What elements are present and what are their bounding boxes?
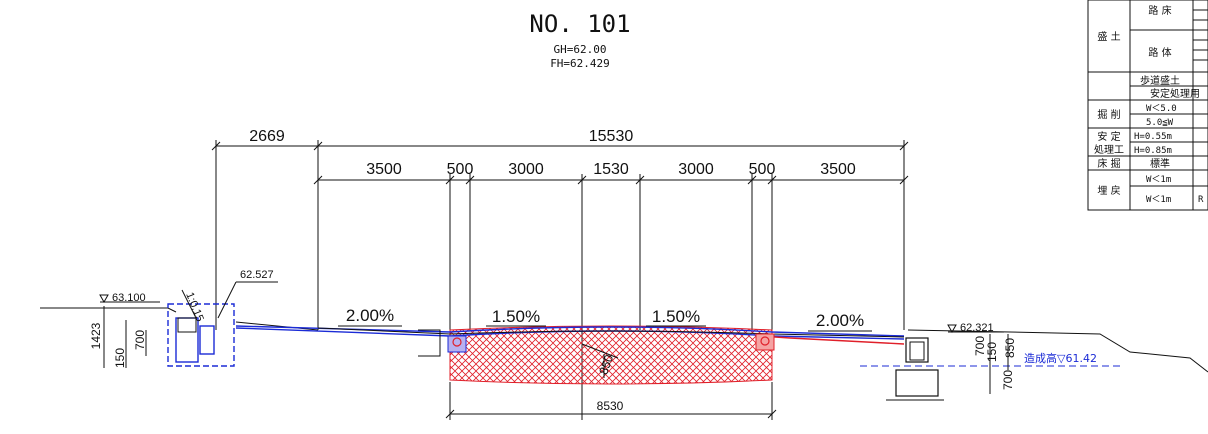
table-row-sidewalk: 歩道盛土 xyxy=(1140,74,1180,87)
center-depth-line xyxy=(581,343,619,378)
table-cut-1: W＜5.0 xyxy=(1146,104,1177,114)
left-ground-marker xyxy=(99,294,160,304)
design-road-surface xyxy=(235,325,905,337)
dim-segment-3: 3000 xyxy=(508,161,544,178)
table-group-floor: 床 掘 xyxy=(1097,157,1120,170)
dim-left-c: 150 xyxy=(113,348,127,368)
elev-formation: 造成高▽61.42 xyxy=(1024,351,1097,365)
table-floor-1: 標準 xyxy=(1150,157,1170,170)
left-gutter-structure xyxy=(167,289,235,367)
ground-height-label: GH=62.00 xyxy=(554,43,607,56)
existing-surface xyxy=(317,327,905,338)
table-stab-1: H=0.55m xyxy=(1134,132,1172,142)
slope-right-outer: 2.00% xyxy=(816,311,864,330)
right-edge-marker xyxy=(947,324,1004,334)
dimension-pavement xyxy=(445,382,777,420)
table-back-1: W＜1m xyxy=(1146,175,1171,185)
dim-left-offset: 2669 xyxy=(249,128,285,145)
right-vertical-dims xyxy=(989,334,1009,394)
slope-right-inner: 1.50% xyxy=(652,307,700,326)
section-title: NO. 101 xyxy=(529,10,630,38)
left-vertical-dims xyxy=(103,306,147,368)
table-cut-2: 5.0≦W xyxy=(1146,118,1174,128)
table-group-stab-1: 安 定 xyxy=(1097,130,1120,143)
dim-segment-2: 500 xyxy=(447,161,474,178)
table-stab-2: H=0.85m xyxy=(1134,146,1172,156)
dim-pavement-width: 8530 xyxy=(597,399,624,413)
dim-right-c: 850 xyxy=(1003,338,1017,358)
table-row-roadbed: 路 床 xyxy=(1148,4,1171,17)
slope-left-inner: 1.50% xyxy=(492,307,540,326)
table-group-cut: 掘 削 xyxy=(1097,108,1120,121)
elev-left-ground: 63.100 xyxy=(112,292,146,304)
right-curb xyxy=(755,333,775,351)
dimension-overall xyxy=(211,140,909,330)
table-group-fill: 盛 土 xyxy=(1097,30,1120,43)
dim-segment-1: 3500 xyxy=(366,161,402,178)
dim-segment-5: 3000 xyxy=(678,161,714,178)
elev-right-edge: 62.321 xyxy=(960,322,994,334)
table-group-backfill: 埋 戻 xyxy=(1097,184,1120,197)
finish-height-label: FH=62.429 xyxy=(550,57,610,70)
table-row-stabilized: 安定処理用 xyxy=(1150,87,1200,100)
dim-center: 850 xyxy=(596,353,616,377)
left-curb xyxy=(418,329,467,357)
dim-right-a: 700 xyxy=(973,336,987,356)
table-back-2: W＜1m xyxy=(1146,195,1171,205)
slope-left-outer: 2.00% xyxy=(346,306,394,325)
quantity-table xyxy=(1087,0,1208,211)
table-back-2-extra: R xyxy=(1198,195,1204,205)
table-group-stab-2: 処理工 xyxy=(1094,143,1124,156)
dim-segment-7: 3500 xyxy=(820,161,856,178)
right-gutter-structure xyxy=(886,337,944,401)
dim-right-d: 700 xyxy=(1001,370,1015,390)
dim-left-b: 700 xyxy=(133,330,147,350)
table-row-body: 路 体 xyxy=(1148,46,1171,59)
left-top-leader xyxy=(217,281,278,319)
dim-overall: 15530 xyxy=(589,128,634,145)
dim-left-a: 1423 xyxy=(89,322,103,349)
dimension-segments xyxy=(313,174,909,420)
elev-left-top: 62.527 xyxy=(240,269,274,281)
dim-segment-6: 500 xyxy=(749,161,776,178)
dim-segment-4: 1530 xyxy=(593,161,629,178)
dim-right-b: 150 xyxy=(985,342,999,362)
